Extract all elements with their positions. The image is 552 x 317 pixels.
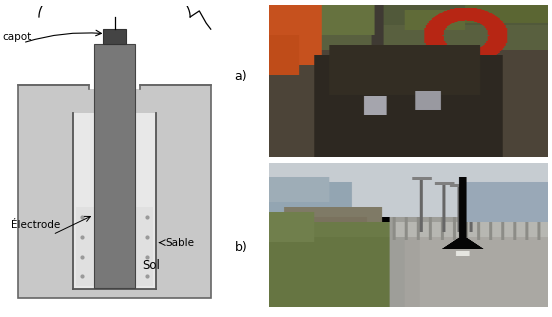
Bar — [103, 29, 126, 44]
Bar — [18, 86, 211, 299]
Text: Sol: Sol — [142, 258, 160, 272]
Text: Électrode: Électrode — [12, 220, 61, 230]
Text: b): b) — [235, 241, 247, 254]
Bar — [73, 113, 156, 289]
Text: a): a) — [235, 69, 247, 83]
Text: capot: capot — [2, 32, 31, 42]
Bar — [94, 44, 135, 288]
Text: Sable: Sable — [165, 238, 194, 248]
Bar — [89, 76, 140, 88]
Bar — [76, 207, 153, 286]
